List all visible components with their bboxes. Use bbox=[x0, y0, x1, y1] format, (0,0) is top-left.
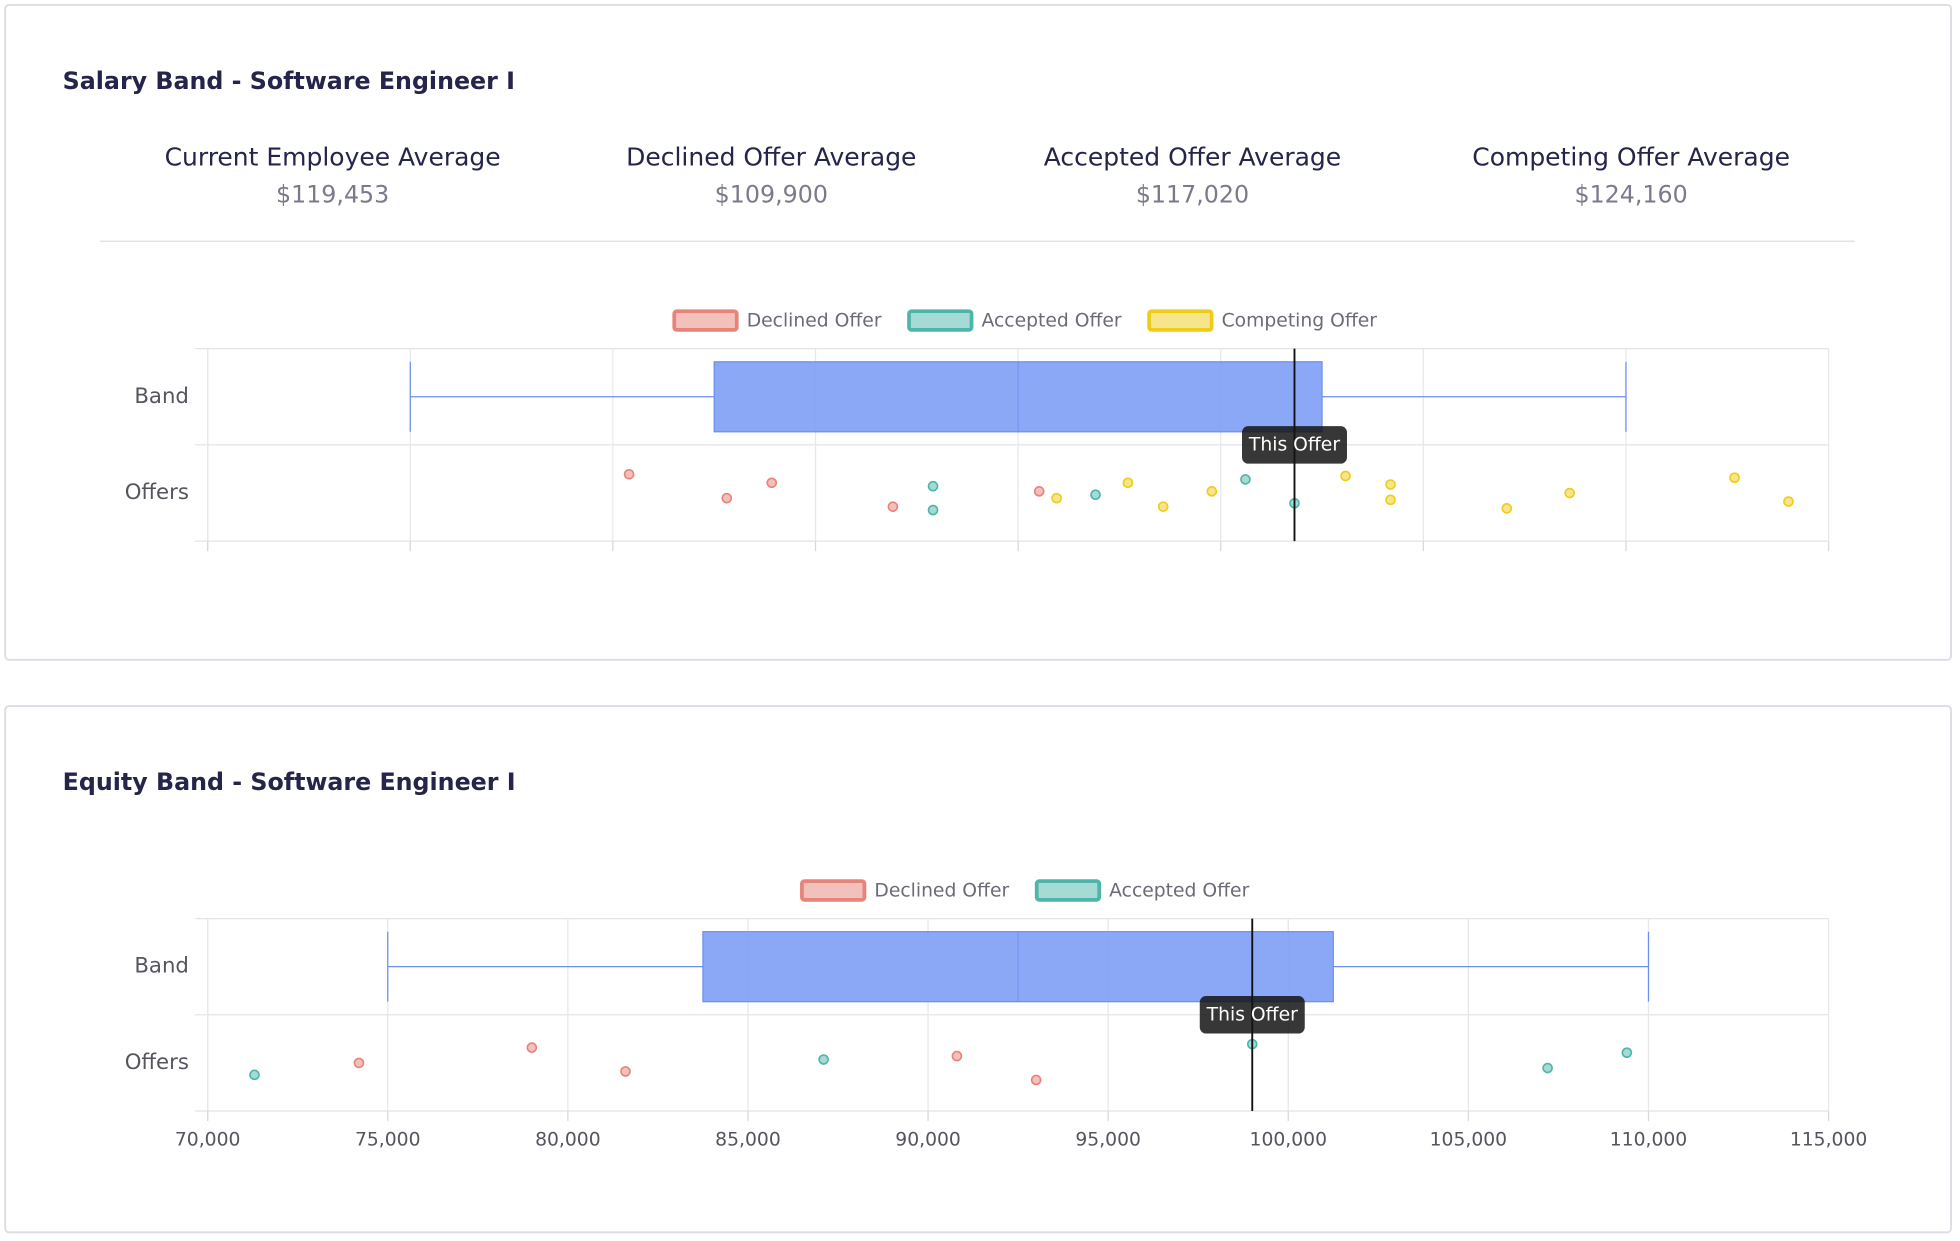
legend-swatch bbox=[800, 879, 867, 902]
x-tick-label: 75,000 bbox=[355, 1129, 421, 1150]
legend-label: Declined Offer bbox=[747, 311, 882, 332]
stat-label: Current Employee Average bbox=[165, 143, 501, 172]
offer-point bbox=[1157, 501, 1169, 512]
stat-label: Accepted Offer Average bbox=[1044, 143, 1341, 172]
category-label: Band bbox=[134, 384, 189, 409]
offer-point bbox=[927, 480, 939, 492]
card bbox=[4, 4, 1952, 661]
offer-point bbox=[1385, 479, 1396, 490]
offer-point bbox=[818, 1054, 829, 1065]
card-title: Equity Band - Software Engineer I bbox=[63, 768, 516, 796]
offer-point bbox=[526, 1042, 538, 1053]
stat-value: $117,020 bbox=[1136, 181, 1249, 209]
x-tick-label: 100,000 bbox=[1250, 1129, 1327, 1150]
legend-label: Competing Offer bbox=[1222, 311, 1378, 332]
x-tick-label: 115,000 bbox=[1790, 1129, 1867, 1150]
tooltip bbox=[1199, 996, 1305, 1034]
legend-label: Declined Offer bbox=[874, 881, 1009, 902]
legend-swatch bbox=[907, 309, 974, 332]
tooltip-label: This Offer bbox=[1206, 1004, 1298, 1025]
legend-label: Accepted Offer bbox=[1109, 881, 1249, 902]
x-tick-label: 95,000 bbox=[1075, 1129, 1141, 1150]
x-tick-label: 110,000 bbox=[1610, 1129, 1687, 1150]
offer-point bbox=[1501, 503, 1513, 514]
offer-point bbox=[1122, 477, 1134, 489]
legend-swatch bbox=[1034, 879, 1102, 902]
x-tick-label: 90,000 bbox=[895, 1129, 961, 1150]
offer-point bbox=[1783, 496, 1794, 507]
offer-point bbox=[927, 504, 939, 516]
category-label: Offers bbox=[125, 480, 189, 505]
x-tick-label: 70,000 bbox=[175, 1129, 241, 1150]
stat-label: Competing Offer Average bbox=[1472, 143, 1790, 172]
stat-value: $124,160 bbox=[1574, 181, 1687, 209]
x-tick-label: 85,000 bbox=[715, 1129, 781, 1150]
offer-point bbox=[1240, 474, 1251, 485]
offer-point bbox=[1340, 470, 1351, 482]
x-tick-label: 105,000 bbox=[1430, 1129, 1507, 1150]
offer-point bbox=[1542, 1062, 1553, 1074]
legend-swatch bbox=[672, 309, 739, 332]
stat-label: Declined Offer Average bbox=[626, 143, 916, 172]
offer-point bbox=[887, 501, 899, 512]
offer-point bbox=[766, 477, 778, 489]
legend-label: Accepted Offer bbox=[982, 311, 1122, 332]
offer-point bbox=[249, 1069, 260, 1081]
stat-value: $109,900 bbox=[715, 181, 828, 209]
offer-point bbox=[1564, 487, 1575, 499]
offer-point bbox=[1090, 489, 1101, 501]
x-tick-label: 80,000 bbox=[535, 1129, 601, 1150]
offer-point bbox=[1033, 486, 1045, 497]
offer-point bbox=[1621, 1047, 1633, 1058]
offer-point bbox=[1030, 1074, 1042, 1086]
tooltip-label: This Offer bbox=[1248, 434, 1340, 455]
offer-point bbox=[620, 1066, 631, 1077]
offer-point bbox=[353, 1057, 365, 1069]
tooltip bbox=[1241, 426, 1347, 464]
legend-swatch bbox=[1147, 309, 1214, 332]
offer-point bbox=[721, 492, 733, 504]
offer-point bbox=[1051, 492, 1062, 504]
stat-value: $119,453 bbox=[276, 181, 389, 209]
offer-point bbox=[1729, 472, 1740, 483]
offer-point bbox=[623, 468, 635, 480]
card-title: Salary Band - Software Engineer I bbox=[63, 67, 515, 95]
offer-point bbox=[1385, 494, 1396, 506]
category-label: Offers bbox=[125, 1050, 189, 1075]
offer-point bbox=[951, 1050, 963, 1062]
offer-point bbox=[1206, 486, 1218, 497]
category-label: Band bbox=[134, 954, 189, 979]
